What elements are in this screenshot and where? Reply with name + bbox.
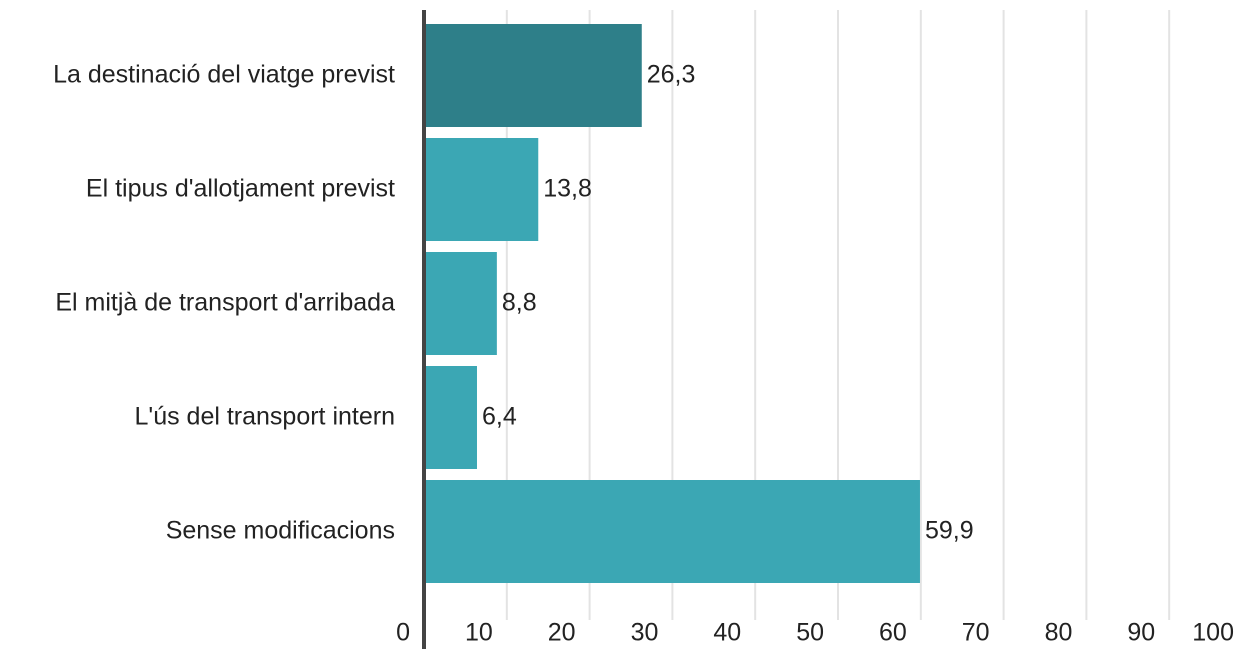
value-label: 6,4: [482, 403, 517, 431]
value-label: 13,8: [543, 175, 592, 203]
bar: [424, 138, 539, 241]
x-tick-label: 20: [548, 619, 576, 647]
category-label: El mitjà de transport d'arribada: [55, 289, 395, 317]
x-tick-label: 80: [1045, 619, 1073, 647]
x-tick-label: 40: [713, 619, 741, 647]
bar: [424, 24, 642, 127]
category-label: L'ús del transport intern: [135, 403, 395, 431]
category-label: El tipus d'allotjament previst: [86, 175, 395, 203]
category-label: La destinació del viatge previst: [53, 61, 395, 89]
x-tick-label: 70: [962, 619, 990, 647]
bar: [424, 366, 477, 469]
x-tick-label: 50: [796, 619, 824, 647]
category-label: Sense modificacions: [166, 517, 395, 545]
value-label: 8,8: [502, 289, 537, 317]
x-tick-label: 90: [1127, 619, 1155, 647]
value-label: 26,3: [647, 61, 696, 89]
x-tick-label: 30: [631, 619, 659, 647]
value-label: 59,9: [925, 517, 974, 545]
x-tick-label: 100: [1192, 619, 1234, 647]
bar: [424, 252, 497, 355]
x-tick-label: 0: [396, 619, 410, 647]
bar: [424, 480, 920, 583]
x-tick-label: 60: [879, 619, 907, 647]
x-tick-label: 10: [465, 619, 493, 647]
